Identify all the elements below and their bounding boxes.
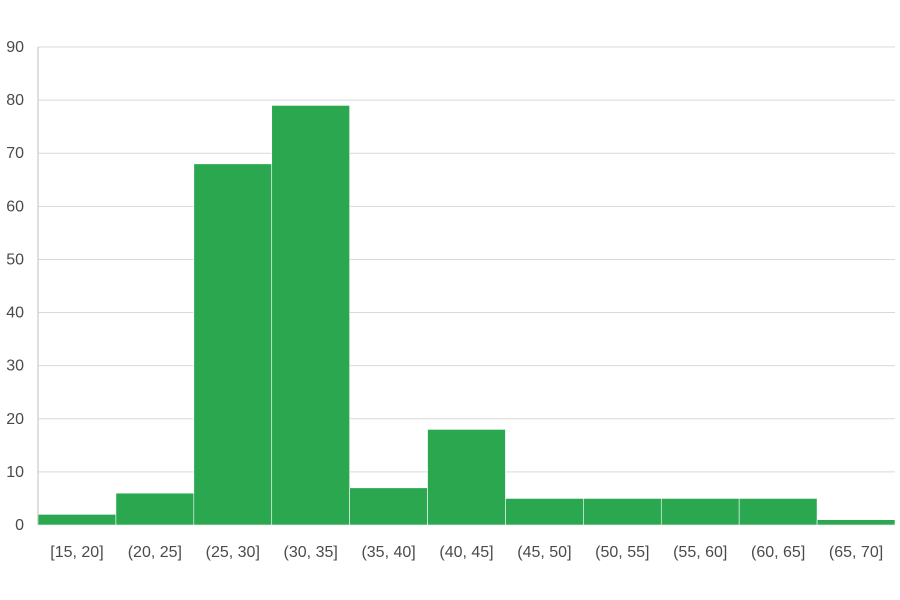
x-tick-label: (55, 60] [673, 544, 727, 561]
bar [427, 429, 506, 526]
x-tick-label: (60, 65] [751, 544, 805, 561]
x-tick-label: (35, 40] [361, 544, 415, 561]
bar [193, 163, 273, 526]
x-axis-ticks: [15, 20] (20, 25] (25, 30] (30, 35] (35, 40]… [50, 544, 883, 561]
y-tick-label: 40 [6, 305, 24, 322]
y-tick-label: 80 [6, 92, 24, 109]
y-tick-label: 10 [6, 464, 24, 481]
gridlines [38, 46, 895, 526]
x-tick-label: (25, 30] [206, 544, 260, 561]
x-tick-label: (45, 50] [517, 544, 571, 561]
bars [37, 105, 896, 526]
bar [660, 498, 740, 526]
x-tick-label: [15, 20] [50, 544, 103, 561]
x-tick-label: (65, 70] [829, 544, 883, 561]
y-tick-label: 90 [6, 39, 24, 56]
bar [816, 519, 896, 526]
y-tick-label: 30 [6, 358, 24, 375]
bar [738, 498, 818, 526]
bar [37, 514, 117, 526]
y-axis-ticks: 0 10 20 30 40 50 60 70 80 90 [6, 39, 24, 534]
y-tick-label: 50 [6, 251, 24, 268]
x-tick-label: (50, 55] [595, 544, 649, 561]
bar [349, 487, 428, 526]
y-tick-label: 20 [6, 411, 24, 428]
x-tick-label: (20, 25] [128, 544, 182, 561]
bar [115, 492, 195, 526]
bar [271, 105, 350, 526]
bar [505, 498, 584, 526]
y-tick-label: 60 [6, 198, 24, 215]
x-tick-label: (40, 45] [439, 544, 493, 561]
bar [583, 498, 662, 526]
y-tick-label: 70 [6, 145, 24, 162]
x-tick-label: (30, 35] [284, 544, 338, 561]
y-tick-label: 0 [15, 517, 24, 534]
